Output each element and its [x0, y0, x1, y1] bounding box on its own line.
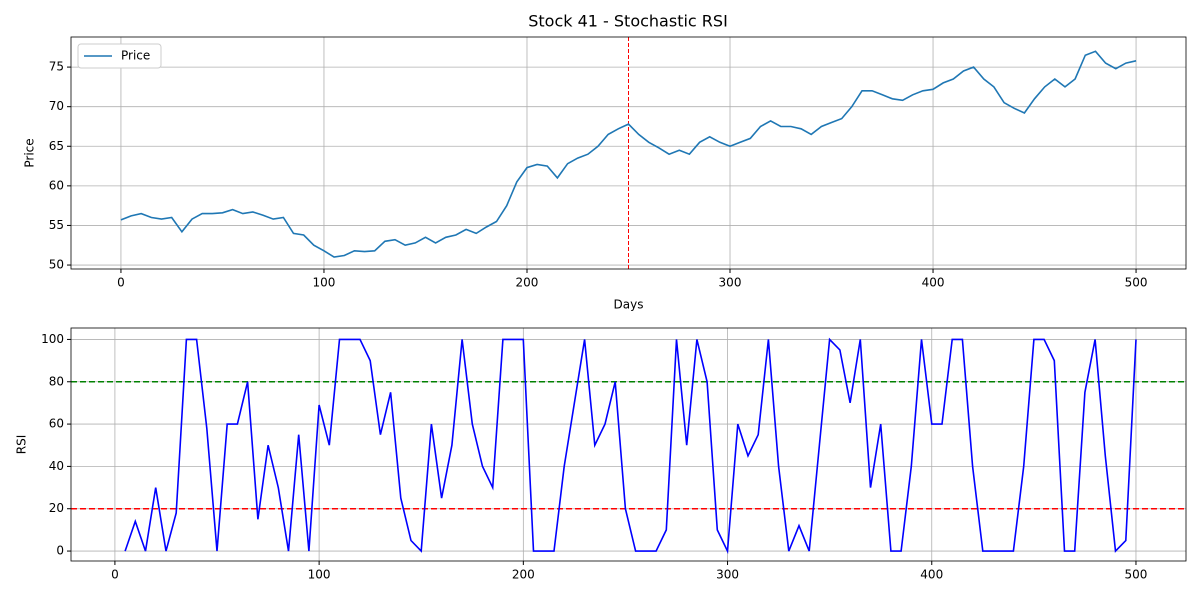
x-tick-label: 100 — [313, 276, 336, 290]
y-tick-label: 65 — [49, 139, 64, 153]
plot-frame — [70, 327, 1187, 562]
y-tick-label: 60 — [49, 417, 64, 431]
x-tick-label: 300 — [716, 568, 739, 582]
y-tick-label: 75 — [49, 60, 64, 74]
legend-label: Price — [121, 49, 150, 63]
chart-title: Stock 41 - Stochastic RSI — [528, 12, 728, 31]
x-tick-label: 200 — [516, 276, 539, 290]
y-tick-label: 0 — [56, 544, 64, 558]
y-axis-label: RSI — [15, 435, 29, 455]
y-tick-label: 50 — [49, 258, 64, 272]
y-tick-label: 70 — [49, 99, 64, 113]
x-tick-label: 400 — [922, 276, 945, 290]
x-tick-label: 400 — [920, 568, 943, 582]
legend-box — [77, 43, 162, 69]
x-tick-label: 500 — [1125, 276, 1148, 290]
x-tick-label: 0 — [111, 568, 119, 582]
y-tick-label: 55 — [49, 218, 64, 232]
line-series — [120, 50, 1137, 258]
x-tick-label: 200 — [512, 568, 535, 582]
legend: Price — [77, 43, 162, 69]
line-series — [124, 337, 1137, 555]
plot-frame — [70, 36, 1187, 270]
y-tick-label: 100 — [41, 332, 64, 346]
x-axis-label: Days — [614, 298, 644, 312]
y-tick-label: 80 — [49, 374, 64, 388]
y-tick-label: 60 — [49, 178, 64, 192]
x-tick-label: 100 — [308, 568, 331, 582]
y-tick-label: 40 — [49, 459, 64, 473]
y-axis-label: Price — [23, 138, 37, 167]
x-tick-label: 300 — [719, 276, 742, 290]
y-tick-label: 20 — [49, 501, 64, 515]
x-tick-label: 0 — [117, 276, 125, 290]
x-tick-label: 500 — [1125, 568, 1148, 582]
